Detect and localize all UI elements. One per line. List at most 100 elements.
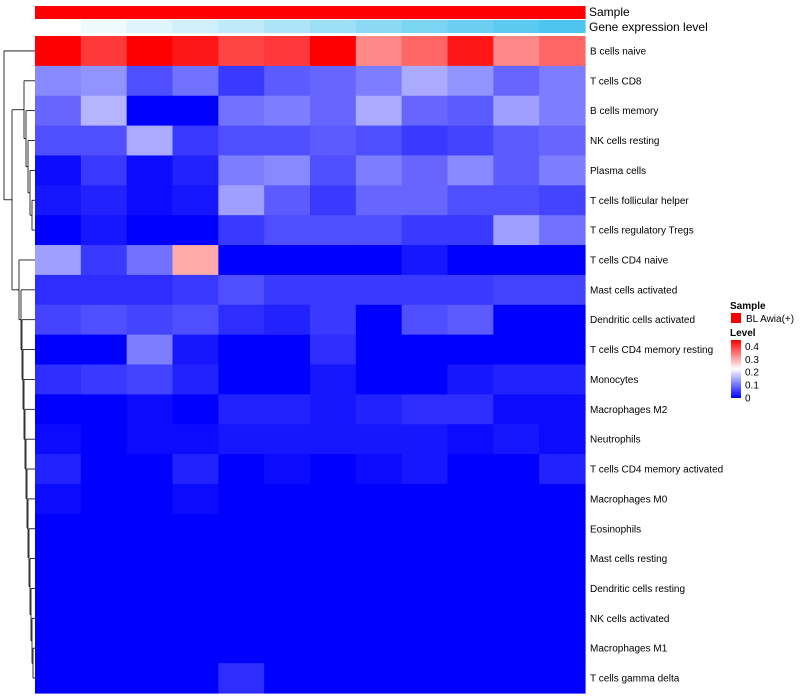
legend-level-tick: 0.2: [745, 368, 759, 379]
legend-level-tick: 0: [745, 394, 751, 405]
heatmap-cell: [310, 364, 357, 395]
heatmap-cell: [355, 663, 403, 694]
heatmap-cell: [218, 125, 265, 157]
heatmap-cell: [539, 304, 586, 336]
heatmap-cell: [447, 394, 494, 425]
expression-annotation-cell: [218, 20, 265, 33]
heatmap-cell: [401, 304, 449, 336]
heatmap-cell: [172, 245, 219, 276]
heatmap-cell: [80, 663, 128, 694]
heatmap-cell: [355, 215, 403, 246]
heatmap-cell: [493, 633, 540, 664]
row-label: Dendritic cells resting: [590, 584, 685, 595]
heatmap-cell: [493, 543, 540, 575]
heatmap-cell: [264, 483, 311, 515]
heatmap-cell: [80, 95, 128, 127]
heatmap-cell: [172, 215, 219, 246]
heatmap-cell: [539, 663, 586, 694]
heatmap-cell: [264, 155, 311, 186]
heatmap-cell: [80, 245, 128, 276]
legend-level-tick: 0.1: [745, 381, 759, 392]
heatmap-cell: [172, 334, 219, 366]
heatmap-cell: [355, 334, 403, 366]
heatmap-cell: [80, 155, 128, 186]
heatmap-cells: [35, 36, 586, 694]
heatmap-cell: [539, 36, 586, 67]
heatmap-cell: [401, 364, 449, 395]
heatmap-cell: [218, 304, 265, 336]
heatmap-cell: [355, 424, 403, 455]
heatmap-cell: [80, 454, 128, 485]
heatmap-cell: [264, 424, 311, 455]
heatmap-cell: [126, 185, 174, 216]
expression-annotation-cell: [539, 20, 586, 33]
expression-annotation-label: Gene expression level: [589, 20, 708, 34]
heatmap-cell: [310, 334, 357, 366]
heatmap-cell: [493, 364, 540, 395]
row-label: B cells memory: [590, 106, 658, 117]
heatmap-cell: [447, 513, 494, 545]
row-label: T cells CD4 memory resting: [590, 345, 713, 356]
heatmap-cell: [80, 304, 128, 336]
heatmap-cell: [401, 663, 449, 694]
heatmap-cell: [264, 274, 311, 306]
heatmap-cell: [493, 245, 540, 276]
heatmap-cell: [493, 663, 540, 694]
heatmap-cell: [218, 603, 265, 634]
heatmap-cell: [126, 95, 174, 127]
row-label: Neutrophils: [590, 435, 641, 446]
heatmap-cell: [539, 95, 586, 127]
legend-sample-title: Sample: [730, 301, 766, 312]
heatmap-cell: [35, 334, 82, 366]
heatmap-cell: [172, 185, 219, 216]
heatmap-cell: [310, 483, 357, 515]
expression-annotation-cell: [35, 20, 82, 33]
heatmap-cell: [539, 334, 586, 366]
heatmap-cell: [80, 424, 128, 455]
heatmap-cell: [310, 185, 357, 216]
heatmap-cell: [355, 483, 403, 515]
heatmap-cell: [401, 513, 449, 545]
expression-annotation-cell: [493, 20, 540, 33]
expression-annotation-cell: [172, 20, 219, 33]
heatmap-cell: [355, 36, 403, 67]
sample-annotation-cell: [401, 6, 449, 19]
heatmap-cell: [80, 483, 128, 515]
heatmap-cell: [493, 95, 540, 127]
heatmap-cell: [355, 155, 403, 186]
heatmap-cell: [539, 274, 586, 306]
heatmap-cell: [172, 394, 219, 425]
heatmap-cell: [80, 185, 128, 216]
heatmap-cell: [310, 573, 357, 605]
heatmap-cell: [310, 125, 357, 157]
heatmap-cell: [401, 125, 449, 157]
heatmap-cell: [310, 245, 357, 276]
row-label: NK cells activated: [590, 614, 669, 625]
heatmap-cell: [35, 424, 82, 455]
heatmap-cell: [355, 65, 403, 97]
sample-annotation-cell: [172, 6, 219, 19]
heatmap-cell: [35, 633, 82, 664]
heatmap-cell: [172, 663, 219, 694]
heatmap-cell: [126, 245, 174, 276]
heatmap-cell: [401, 215, 449, 246]
heatmap-cell: [447, 36, 494, 67]
heatmap-cell: [218, 185, 265, 216]
heatmap-cell: [172, 513, 219, 545]
heatmap-cell: [539, 245, 586, 276]
legend-level-tick: 0.4: [745, 342, 759, 353]
heatmap-cell: [310, 274, 357, 306]
heatmap-cell: [172, 603, 219, 634]
heatmap-cell: [401, 573, 449, 605]
heatmap-cell: [310, 424, 357, 455]
heatmap-cell: [310, 454, 357, 485]
heatmap-cell: [218, 633, 265, 664]
row-label: Macrophages M2: [590, 405, 668, 416]
sample-annotation-cell: [80, 6, 128, 19]
heatmap-cell: [310, 394, 357, 425]
heatmap-cell: [126, 394, 174, 425]
heatmap-cell: [218, 364, 265, 395]
heatmap-cell: [447, 65, 494, 97]
heatmap-cell: [264, 304, 311, 336]
